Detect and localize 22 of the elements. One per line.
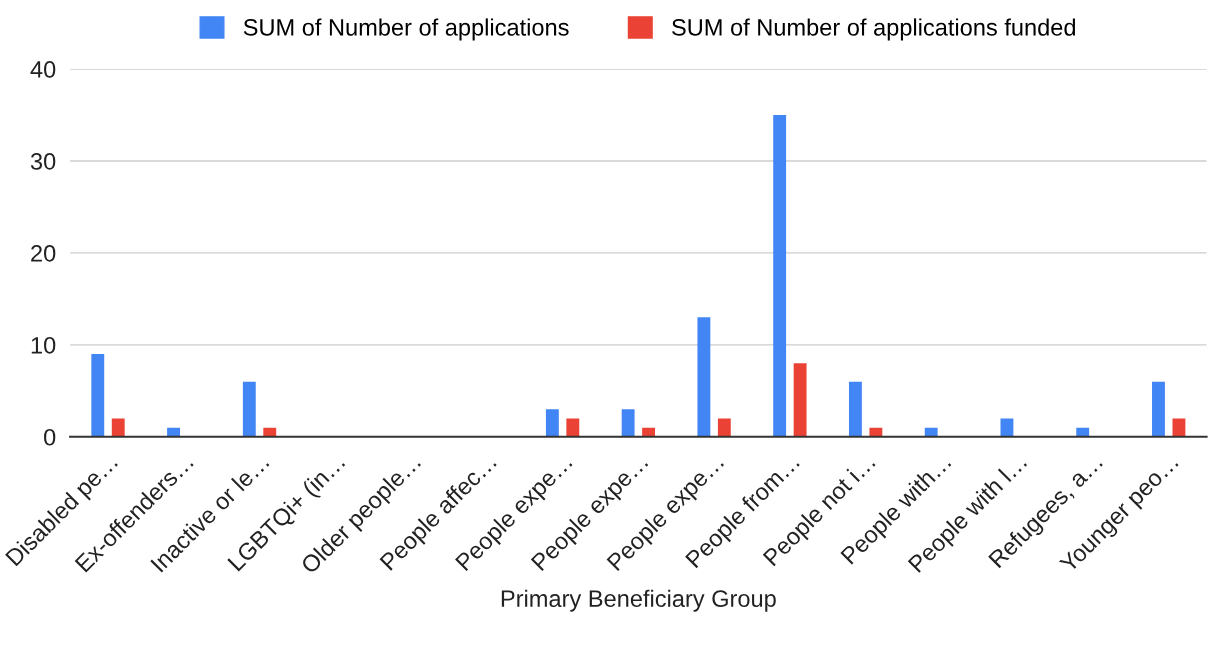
y-tick-label: 0 bbox=[44, 428, 56, 446]
y-tick-label: 40 bbox=[30, 61, 56, 78]
bar bbox=[697, 317, 711, 437]
bar bbox=[91, 354, 105, 437]
bar bbox=[717, 418, 731, 437]
legend-label: SUM of Number of applications funded bbox=[672, 18, 1075, 41]
bar bbox=[242, 381, 256, 437]
bar bbox=[1000, 418, 1014, 437]
y-tick-label: 30 bbox=[30, 153, 56, 170]
bar bbox=[111, 418, 125, 437]
bar bbox=[1172, 418, 1186, 437]
bar bbox=[1152, 381, 1165, 437]
bar bbox=[773, 114, 787, 437]
bar bbox=[848, 381, 862, 437]
legend-label: SUM of Number of applications bbox=[243, 18, 569, 41]
bar bbox=[621, 409, 635, 437]
bar bbox=[545, 409, 559, 437]
y-tick-label: 20 bbox=[31, 244, 56, 262]
bar bbox=[793, 363, 807, 437]
bar bbox=[566, 418, 580, 437]
y-tick-label: 10 bbox=[31, 336, 56, 354]
x-axis-title: Primary Beneficiary Group bbox=[501, 589, 776, 612]
